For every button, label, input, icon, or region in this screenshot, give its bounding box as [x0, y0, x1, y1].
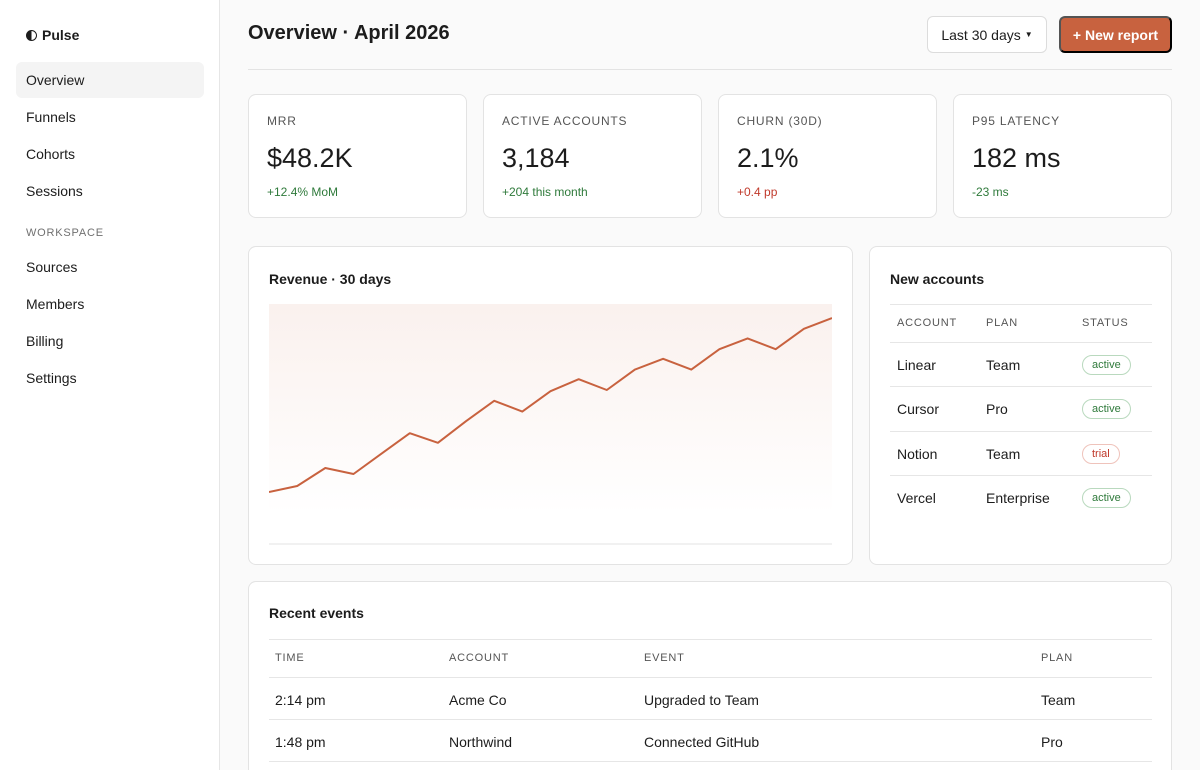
kpi-value: 2.1%	[737, 143, 799, 173]
workspace-nav: Sources Members Billing Settings	[16, 249, 204, 397]
kpi-delta: +204 this month	[502, 185, 588, 199]
plan-cell: Enterprise	[986, 490, 1050, 506]
sidebar-item-sources[interactable]: Sources	[26, 259, 78, 275]
kpi-label: Active accounts	[502, 114, 628, 128]
kpi-card-active-accounts: Active accounts 3,184 +204 this month	[483, 94, 702, 218]
column-header-account: ACCOUNT	[897, 317, 957, 329]
table-divider	[890, 342, 1152, 343]
time-cell: 1:48 pm	[275, 734, 326, 750]
revenue-card: Revenue · 30 days	[248, 246, 853, 565]
plan-cell: Team	[986, 357, 1021, 373]
kpi-label: Churn (30d)	[737, 114, 823, 128]
kpi-value: 182 ms	[972, 143, 1061, 173]
event-cell: Connected GitHub	[644, 734, 760, 750]
sidebar-item-sessions[interactable]: Sessions	[26, 183, 83, 199]
table-divider	[269, 719, 1152, 720]
recent-events-card: Recent events TIME ACCOUNT EVENT PLAN 2:…	[248, 581, 1172, 770]
table-divider	[269, 639, 1152, 640]
brand-logo[interactable]: Pulse	[26, 27, 79, 43]
account-cell: Northwind	[449, 734, 513, 750]
sidebar: Pulse Overview Funnels Cohorts Sessions …	[0, 0, 220, 770]
column-header-status: STATUS	[1082, 317, 1129, 329]
page-title: Overview · April 2026	[248, 22, 450, 44]
plan-cell: Pro	[986, 401, 1008, 417]
account-cell: Notion	[897, 446, 938, 462]
sidebar-item-overview[interactable]: Overview	[16, 62, 204, 98]
event-cell: Upgraded to Team	[644, 692, 759, 708]
column-header-event: EVENT	[644, 652, 685, 664]
kpi-value: $48.2K	[267, 143, 353, 173]
account-cell: Acme Co	[449, 692, 507, 708]
table-divider	[890, 386, 1152, 387]
column-header-time: TIME	[275, 652, 305, 664]
recent-events-title: Recent events	[269, 605, 364, 621]
new-report-button[interactable]: + New report	[1059, 16, 1172, 53]
revenue-title: Revenue · 30 days	[269, 271, 392, 287]
sidebar-item-cohorts[interactable]: Cohorts	[26, 146, 76, 162]
brand-name: Pulse	[42, 27, 80, 43]
half-circle-icon	[26, 29, 37, 41]
kpi-delta: +0.4 pp	[737, 185, 778, 199]
header-divider	[248, 69, 1172, 70]
new-accounts-title: New accounts	[890, 271, 985, 287]
kpi-label: MRR	[267, 114, 297, 128]
status-badge: active	[1082, 488, 1131, 508]
sidebar-item-members[interactable]: Members	[26, 296, 85, 312]
account-cell: Cursor	[897, 401, 940, 417]
sidebar-item-settings[interactable]: Settings	[26, 370, 77, 386]
plan-cell: Team	[1041, 692, 1076, 708]
status-badge: active	[1082, 399, 1131, 419]
revenue-chart	[269, 304, 832, 545]
kpi-label: P95 latency	[972, 114, 1060, 128]
status-badge: active	[1082, 355, 1131, 375]
table-divider	[269, 677, 1152, 678]
main-content: Overview · April 2026 Last 30 days ▼ + N…	[220, 0, 1200, 770]
sidebar-item-billing[interactable]: Billing	[26, 333, 64, 349]
plan-cell: Team	[986, 446, 1021, 462]
chart-background	[269, 304, 832, 514]
status-badge: trial	[1082, 444, 1120, 464]
main-nav: Overview Funnels Cohorts Sessions	[16, 62, 204, 210]
new-accounts-card: New accounts ACCOUNT PLAN STATUS Linear …	[869, 246, 1172, 565]
column-header-account: ACCOUNT	[449, 652, 509, 664]
kpi-card-mrr: MRR $48.2K +12.4% MoM	[248, 94, 467, 218]
kpi-value: 3,184	[502, 143, 570, 173]
kpi-card-p95-latency: P95 latency 182 ms -23 ms	[953, 94, 1172, 218]
sidebar-item-funnels[interactable]: Funnels	[26, 109, 76, 125]
caret-down-icon: ▼	[1024, 30, 1033, 39]
account-cell: Vercel	[897, 490, 936, 506]
table-divider	[890, 431, 1152, 432]
account-cell: Linear	[897, 357, 936, 373]
plan-cell: Pro	[1041, 734, 1063, 750]
date-range-label: Last 30 days	[941, 26, 1021, 43]
date-range-select[interactable]: Last 30 days ▼	[927, 16, 1047, 53]
time-cell: 2:14 pm	[275, 692, 326, 708]
column-header-plan: PLAN	[986, 317, 1018, 329]
table-divider	[890, 304, 1152, 305]
kpi-delta: -23 ms	[972, 185, 1009, 199]
kpi-card-churn: Churn (30d) 2.1% +0.4 pp	[718, 94, 937, 218]
table-divider	[269, 761, 1152, 762]
sidebar-section-label: WORKSPACE	[26, 227, 104, 239]
column-header-plan: PLAN	[1041, 652, 1073, 664]
table-divider	[890, 475, 1152, 476]
kpi-delta: +12.4% MoM	[267, 185, 339, 199]
